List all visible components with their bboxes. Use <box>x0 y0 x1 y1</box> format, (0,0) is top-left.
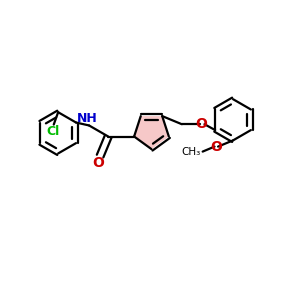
Text: NH: NH <box>77 112 98 125</box>
Polygon shape <box>134 116 169 149</box>
Text: O: O <box>211 140 223 154</box>
Text: O: O <box>93 156 105 170</box>
Text: O: O <box>196 117 208 130</box>
Text: CH₃: CH₃ <box>181 147 200 157</box>
Text: Cl: Cl <box>46 124 60 138</box>
